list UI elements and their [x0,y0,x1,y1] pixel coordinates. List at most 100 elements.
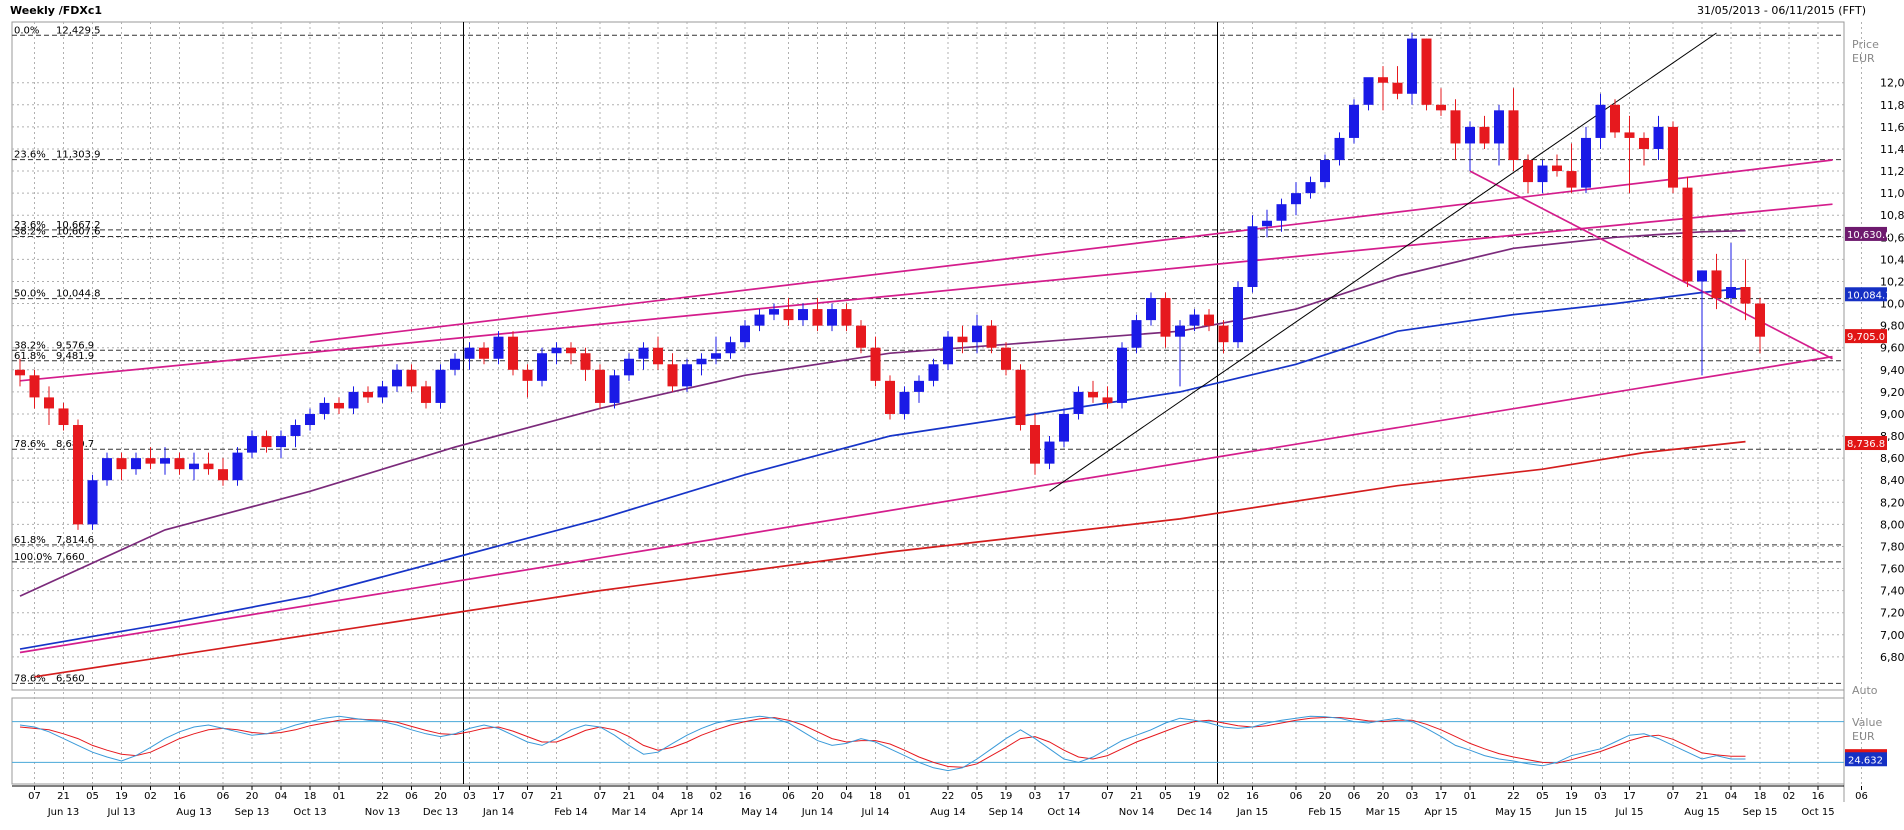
candle-body [551,347,562,354]
candle-body [1189,314,1200,326]
price-badge-label: 9,705.0 [1847,332,1885,343]
candle-body [537,353,547,381]
month-tick-label: Jan 14 [482,807,514,818]
month-tick-label: Sep 15 [1743,807,1778,818]
price-tick-label: 8,600 [1880,452,1904,465]
candle-body [203,463,214,470]
candle-body [1044,441,1055,464]
day-tick-label: 16 [1246,791,1259,802]
candle-body [1697,270,1707,282]
candle-body [305,413,315,426]
candle-body [73,425,83,525]
day-tick-label: 05 [1536,791,1549,802]
month-tick-label: Aug 13 [176,807,211,818]
price-badge-bg [1845,329,1887,344]
candle-body [667,364,678,387]
candle-body [1494,110,1504,144]
candle-body [1595,104,1606,138]
day-tick-label: 03 [463,791,476,802]
day-tick-label: 21 [57,791,70,802]
price-tick-label: 11,000 [1880,187,1904,200]
price-axis-unit: EUR [1852,52,1875,65]
month-tick-label: Dec 14 [1177,807,1212,818]
price-tick-label: 11,600 [1880,121,1904,134]
price-badge-bg [1845,226,1887,241]
candle-body [522,369,533,381]
price-tick-label: 10,200 [1880,275,1904,288]
candle-body [1682,187,1693,282]
candle-body [363,391,373,398]
candle-body [972,325,982,343]
overlay-channel-mid [309,159,1833,344]
candle-body [740,325,750,343]
candle-body [1349,104,1359,138]
day-tick-label: 17 [1623,791,1636,802]
fib-level-value: 9,576.9 [56,340,94,351]
candle-body [1450,110,1461,144]
candle-body [1001,347,1011,370]
oscillator-main-line [19,715,1746,772]
candle-body [812,309,823,326]
candle-body [1146,298,1156,321]
candle-body [841,309,852,326]
month-tick-label: Jul 14 [861,807,890,818]
price-tick-label: 11,400 [1880,143,1904,156]
day-tick-label: 19 [1565,791,1578,802]
candle-body [479,347,489,359]
candle-body [624,358,634,376]
fib-level-value: 10,607.6 [56,226,101,237]
candle-body [1030,425,1040,464]
day-tick-label: 07 [28,791,41,802]
candle-body [1566,171,1577,188]
candle-body [1523,160,1533,183]
price-tick-label: 9,600 [1880,342,1904,355]
day-tick-label: 04 [652,791,665,802]
price-tick-label: 7,400 [1880,585,1904,598]
candle-body [1421,38,1432,105]
candle-body [653,347,663,365]
auto-scale-label[interactable]: Auto [1852,684,1878,697]
fib-level-value: 10,044.8 [56,289,101,300]
candle-body [1711,270,1722,299]
day-tick-label: 22 [376,791,389,802]
candle-body [1740,286,1751,304]
overlay-ma-red [34,440,1746,678]
candle-body [1755,303,1765,337]
candle-body [899,391,910,414]
overlay-downtrend [1469,170,1833,360]
price-tick-label: 10,800 [1880,209,1904,222]
price-tick-label: 10,400 [1880,253,1904,266]
fib-level-value: 12,429.5 [56,25,101,36]
price-tick-label: 12,000 [1880,77,1904,90]
candle-body [914,380,924,392]
price-badge-label: 10,630.6 [1847,230,1892,241]
day-tick-label: 07 [1667,791,1680,802]
day-tick-label: 17 [1435,791,1448,802]
candle-body [392,369,402,387]
day-tick-label: 21 [623,791,636,802]
candle-body [1392,82,1403,94]
month-tick-label: Jun 15 [1555,807,1588,818]
month-tick-label: Nov 14 [1119,807,1154,818]
price-tick-label: 7,000 [1880,629,1904,642]
day-tick-label: 02 [144,791,157,802]
day-tick-label: 17 [1058,791,1071,802]
price-axis-title: Price [1852,38,1879,51]
candle-body [1726,286,1736,299]
candle-body [1552,165,1562,172]
candle-body [1204,314,1214,326]
candle-body [174,458,185,470]
candle-body [754,314,765,326]
candle-body [29,375,40,398]
price-tick-label: 9,000 [1880,408,1904,421]
month-tick-label: May 15 [1495,807,1532,818]
day-tick-label: 16 [739,791,752,802]
day-tick-label: 03 [1029,791,1042,802]
candle-body [1653,126,1664,149]
candle-body [1218,325,1229,343]
day-tick-label: 22 [1507,791,1520,802]
day-tick-label: 03 [1594,791,1607,802]
candle-body [131,458,141,470]
